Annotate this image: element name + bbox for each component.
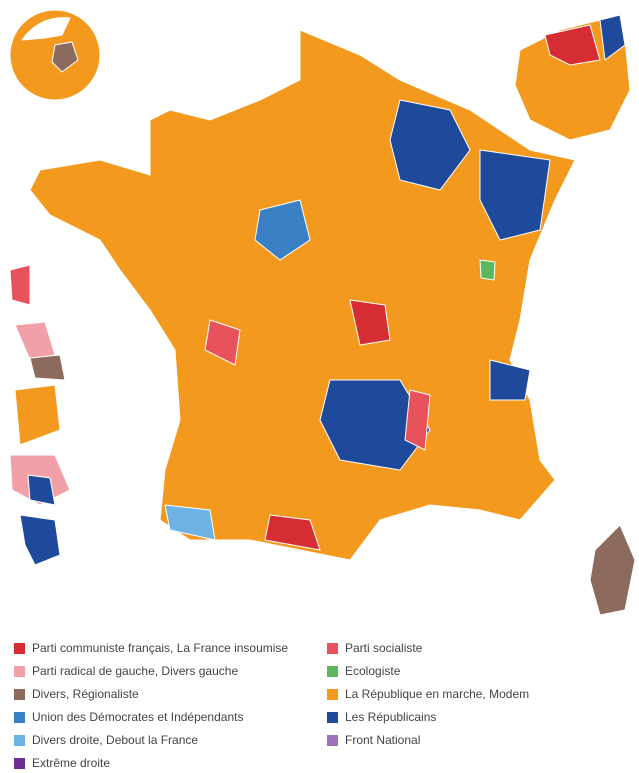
region: [349, 299, 391, 346]
legend-item: Front National: [327, 730, 420, 750]
corsica: [589, 524, 636, 616]
legend-label: Parti socialiste: [345, 641, 423, 655]
overseas: [27, 474, 56, 506]
legend-swatch: [327, 642, 338, 654]
legend-item: La République en marche, Modem: [327, 684, 529, 704]
overseas: [14, 321, 56, 361]
legend-label: Ecologiste: [345, 664, 401, 678]
legend-item: Parti radical de gauche, Divers gauche: [14, 661, 238, 681]
legend-item: Parti socialiste: [327, 638, 422, 658]
region: [479, 259, 496, 281]
region: [164, 504, 216, 541]
legend-item: Union des Démocrates et Indépendants: [14, 707, 243, 727]
legend-swatch: [327, 665, 338, 677]
legend-item: Divers droite, Debout la France: [14, 730, 198, 750]
region: [404, 389, 431, 451]
region: [489, 359, 531, 401]
legend-label: Extrême droite: [32, 756, 111, 770]
legend-swatch: [14, 642, 25, 654]
legend-item: Les Républicains: [327, 707, 436, 727]
legend-label: Divers, Régionaliste: [32, 687, 139, 701]
globe-sea: [20, 17, 71, 41]
legend-item: Extrême droite: [14, 753, 110, 773]
legend-item: Divers, Régionaliste: [14, 684, 139, 704]
region: [254, 199, 311, 261]
legend-label: Les Républicains: [345, 710, 437, 724]
map: [9, 9, 636, 616]
legend-item: Parti communiste français, La France ins…: [14, 638, 288, 658]
legend-label: La République en marche, Modem: [345, 687, 530, 701]
legend-label: Front National: [345, 733, 421, 747]
region: [204, 319, 241, 366]
overseas: [14, 384, 61, 446]
overseas: [29, 354, 66, 381]
legend-swatch: [14, 757, 25, 769]
legend-swatch: [327, 711, 338, 723]
legend-label: Parti communiste français, La France ins…: [32, 641, 289, 655]
overseas: [19, 514, 61, 566]
legend-swatch: [14, 688, 25, 700]
globe-france: [51, 41, 79, 73]
paris-right: [599, 14, 626, 61]
france: [29, 29, 576, 561]
region: [389, 99, 471, 191]
map-shapes: [9, 9, 636, 616]
legend-swatch: [14, 711, 25, 723]
legend-item: Ecologiste: [327, 661, 400, 681]
legend-swatch: [327, 688, 338, 700]
legend-label: Parti radical de gauche, Divers gauche: [32, 664, 239, 678]
region: [264, 514, 321, 551]
region: [479, 149, 551, 241]
paris-inset: [514, 19, 631, 141]
legend-label: Union des Démocrates et Indépendants: [32, 710, 244, 724]
paris-left: [544, 24, 601, 66]
legend-swatch: [14, 734, 25, 746]
legend-swatch: [14, 665, 25, 677]
legend-label: Divers droite, Debout la France: [32, 733, 199, 747]
region: [319, 379, 431, 471]
overseas: [9, 264, 31, 306]
legend-swatch: [327, 734, 338, 746]
